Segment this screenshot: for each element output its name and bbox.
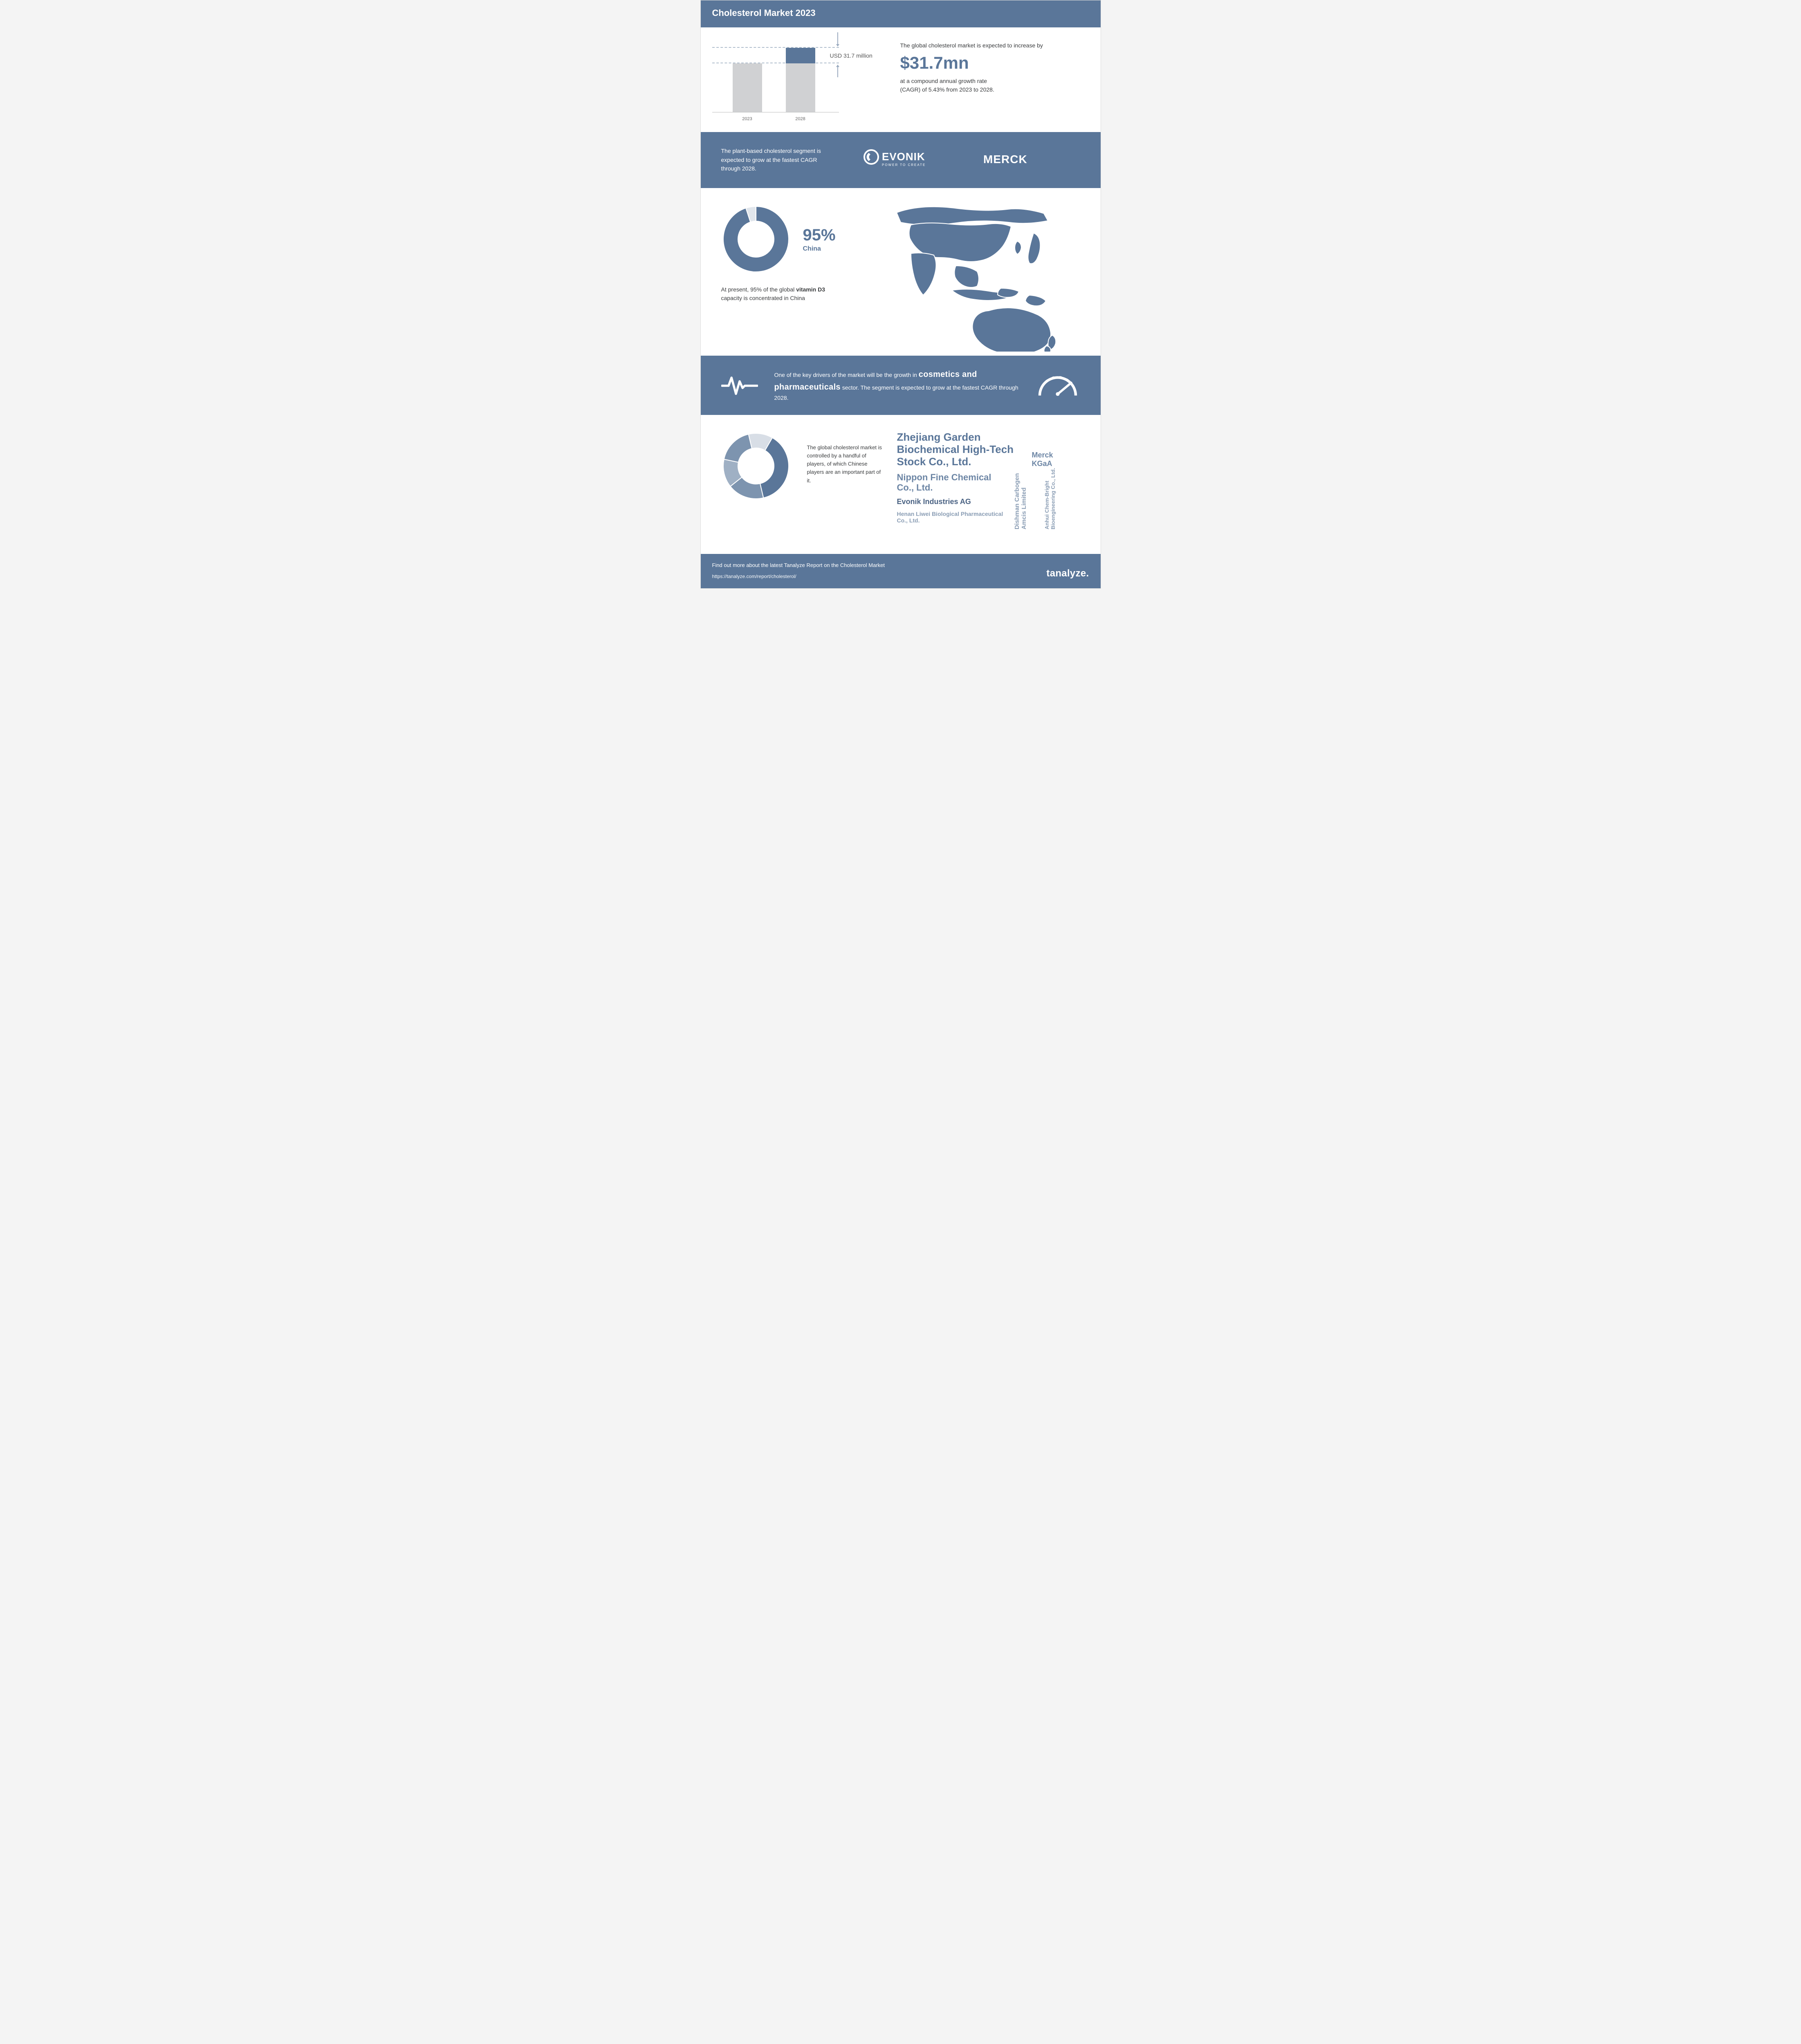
footer-text: Find out more about the latest Tanalyze … [712,561,885,569]
growth-bar-chart: 2023 2028 USD 31.7 million [712,40,884,121]
growth-section: 2023 2028 USD 31.7 million The global cho… [701,27,1101,132]
segment-text: The plant-based cholesterol segment is e… [721,147,836,173]
chart-annotation: USD 31.7 million [830,52,872,59]
donut-sub-label: China [803,245,836,253]
company-wordcloud: Zhejiang Garden Biochemical High-Tech St… [897,431,1080,538]
wordcloud-company: Nippon Fine Chemical Co., Ltd. [897,472,1003,493]
china-caption: At present, 95% of the global vitamin D3… [721,285,844,303]
pulse-icon [721,372,758,399]
players-section: The global cholesterol market is control… [701,415,1101,554]
asia-pacific-map [885,204,1080,352]
evonik-logo: EVONIK POWER TO CREATE [863,148,953,172]
china-section: 95% China At present, 95% of the global … [701,188,1101,356]
logo-row: EVONIK POWER TO CREATE MERCK [848,148,1080,172]
china-donut-chart [721,204,791,274]
svg-text:POWER TO CREATE: POWER TO CREATE [882,163,926,167]
donut-pct-label: 95% [803,226,836,244]
bar-x-label: 2023 [733,117,762,121]
market-donut-chart [721,431,791,501]
wordcloud-company: Zhejiang Garden Biochemical High-Tech St… [897,431,1032,468]
headline-lead: The global cholesterol market is expecte… [900,41,1089,50]
infographic-page: Cholesterol Market 2023 2023 2028 USD 31.… [700,0,1101,589]
wordcloud-company: Anhui Chem-Bright Bioengineering Co., Lt… [1044,460,1056,529]
players-caption: The global cholesterol market is control… [807,431,885,485]
headline-block: The global cholesterol market is expecte… [900,40,1089,94]
svg-text:EVONIK: EVONIK [882,150,925,163]
gauge-icon [1035,368,1080,403]
wordcloud-company: Dishman Carbogen Amcis Limited [1014,468,1028,529]
wordcloud-company: Henan Liwei Biological Pharmaceutical Co… [897,511,1003,524]
wordcloud-company: Evonik Industries AG [897,498,1003,506]
header-band: Cholesterol Market 2023 [701,0,1101,27]
drivers-text: One of the key drivers of the market wil… [774,368,1019,403]
footer-band: Find out more about the latest Tanalyze … [701,554,1101,588]
segment-band: The plant-based cholesterol segment is e… [701,132,1101,188]
merck-logo: MERCK [983,151,1065,169]
brand-logo: tanalyze. [1046,568,1089,579]
headline-sub: at a compound annual growth rate (CAGR) … [900,77,1007,94]
footer-link[interactable]: https://tanalyze.com/report/cholesterol/ [712,574,885,579]
bar-x-label: 2028 [786,117,815,121]
headline-value: $31.7mn [900,53,1089,73]
drivers-band: One of the key drivers of the market wil… [701,356,1101,415]
page-title: Cholesterol Market 2023 [712,8,1089,18]
